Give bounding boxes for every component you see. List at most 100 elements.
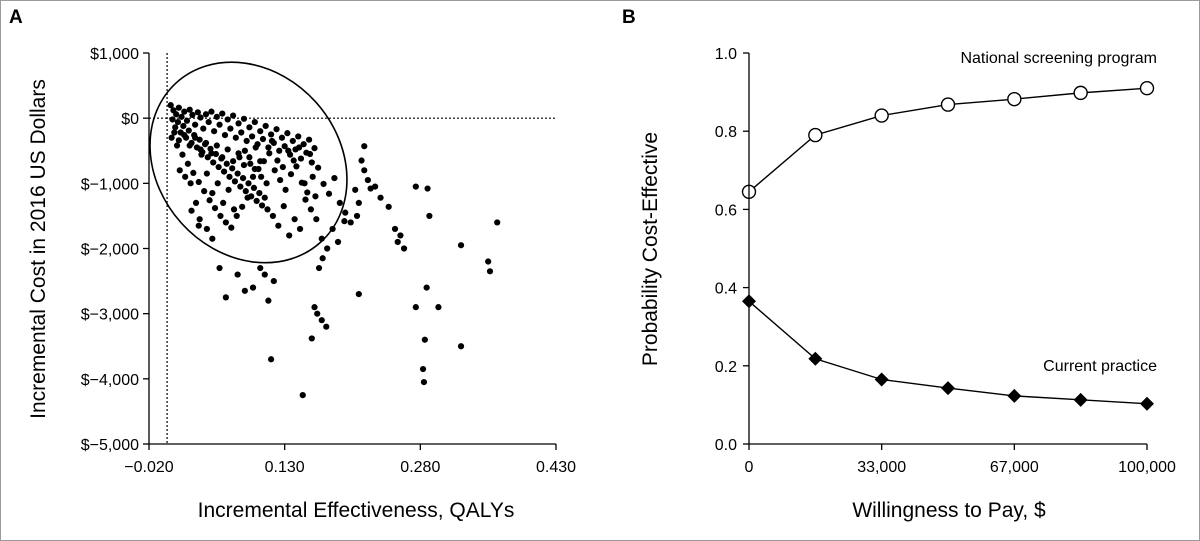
scatter-point: [300, 141, 307, 148]
scatter-point: [266, 150, 273, 157]
scatter-point: [172, 124, 179, 131]
scatter-point: [225, 186, 232, 193]
scatter-point: [274, 157, 281, 164]
scatter-point: [238, 129, 245, 136]
scatter-point: [305, 136, 313, 143]
scatter-point: [276, 147, 283, 154]
scatter-point: [257, 128, 264, 135]
scatter-point: [325, 190, 333, 197]
scatter-point: [230, 158, 237, 165]
scatter-point: [421, 336, 428, 343]
scatter-point: [334, 238, 342, 246]
scatter-point: [200, 125, 207, 132]
panel-b-x-tick-label: 0: [745, 459, 754, 476]
scatter-point: [211, 128, 218, 135]
scatter-point: [244, 194, 251, 201]
scatter-point: [419, 365, 427, 373]
panel-a: A Incremental Cost in 2016 US Dollars In…: [9, 7, 576, 522]
scatter-point: [309, 173, 316, 180]
current-practice-marker: [808, 351, 823, 366]
scatter-point: [324, 245, 331, 252]
scatter-point: [353, 212, 361, 220]
panel-a-x-ticks: −0.020 0.130 0.280 0.430: [124, 444, 576, 476]
scatter-point: [273, 126, 280, 133]
scatter-point: [181, 108, 188, 115]
scatter-point: [287, 171, 295, 178]
scatter-point: [296, 225, 304, 233]
scatter-point: [486, 268, 494, 275]
scatter-point: [304, 189, 311, 196]
scatter-point: [270, 277, 277, 285]
scatter-point: [198, 151, 205, 158]
scatter-point: [412, 304, 419, 311]
scatter-point: [169, 116, 176, 123]
scatter-point: [364, 176, 371, 184]
scatter-point: [268, 131, 275, 138]
panel-b: B Probability Cost-Effective Willingness…: [622, 7, 1176, 522]
scatter-point: [253, 197, 260, 205]
scatter-point: [264, 206, 271, 213]
scatter-point: [233, 212, 240, 220]
scatter-point: [299, 392, 306, 399]
scatter-point: [197, 146, 204, 153]
scatter-point: [336, 199, 343, 206]
scatter-point: [222, 294, 229, 301]
scatter-point: [206, 197, 213, 204]
scatter-point: [268, 137, 276, 145]
panel-a-x-tick-label: 0.430: [536, 459, 576, 476]
scatter-point: [173, 142, 181, 149]
scatter-point: [259, 135, 267, 143]
panel-a-y-tick-label: $−3,000: [81, 307, 139, 324]
panel-b-y-tick-label: 1.0: [715, 46, 737, 63]
scatter-point: [213, 142, 220, 149]
scatter-point: [285, 147, 292, 154]
scatter-point: [210, 159, 217, 166]
panel-a-reference-lines: [149, 53, 556, 444]
scatter-point: [341, 218, 348, 225]
national-screening-marker: [940, 97, 956, 112]
scatter-point: [185, 127, 192, 134]
scatter-point: [208, 150, 215, 157]
scatter-point: [261, 194, 268, 201]
panel-b-x-tick-label: 100,000: [1118, 459, 1176, 476]
scatter-point: [361, 167, 368, 174]
panel-a-y-ticks: $1,000 $0 $−1,000 $−2,000 $−3,000 $−4,000 $−5,…: [81, 46, 149, 454]
scatter-point: [186, 142, 193, 149]
scatter-point: [319, 255, 326, 262]
scatter-point: [246, 154, 253, 161]
current-practice-marker: [1073, 392, 1088, 407]
panel-a-confidence-ellipse: [149, 61, 348, 264]
scatter-point: [237, 183, 244, 190]
scatter-point: [261, 271, 268, 278]
scatter-point: [355, 291, 362, 298]
panel-a-y-tick-label: $1,000: [90, 46, 139, 63]
scatter-point: [355, 199, 362, 206]
scatter-point: [221, 132, 229, 139]
panel-b-x-tick-label: 67,000: [990, 459, 1039, 476]
scatter-point: [240, 161, 248, 169]
scatter-point: [176, 167, 183, 174]
scatter-point: [426, 212, 433, 220]
scatter-point: [342, 209, 349, 216]
scatter-point: [256, 190, 263, 197]
scatter-point: [291, 216, 298, 223]
scatter-point: [262, 122, 269, 130]
panel-b-label: B: [622, 7, 636, 28]
panel-a-y-tick-label: $−5,000: [81, 437, 139, 454]
scatter-point: [167, 102, 174, 109]
scatter-point: [289, 137, 296, 145]
scatter-point: [175, 137, 182, 144]
scatter-point: [235, 150, 242, 157]
scatter-point: [352, 186, 359, 193]
scatter-point: [227, 125, 234, 132]
scatter-point: [204, 154, 211, 161]
scatter-point: [242, 188, 249, 195]
scatter-point: [192, 121, 199, 128]
scatter-point: [187, 180, 194, 187]
panel-a-y-tick-label: $−4,000: [81, 372, 139, 389]
scatter-point: [219, 110, 226, 117]
scatter-point: [320, 180, 327, 188]
scatter-point: [178, 113, 185, 120]
national-screening-marker: [1007, 91, 1022, 107]
scatter-point: [293, 163, 300, 170]
